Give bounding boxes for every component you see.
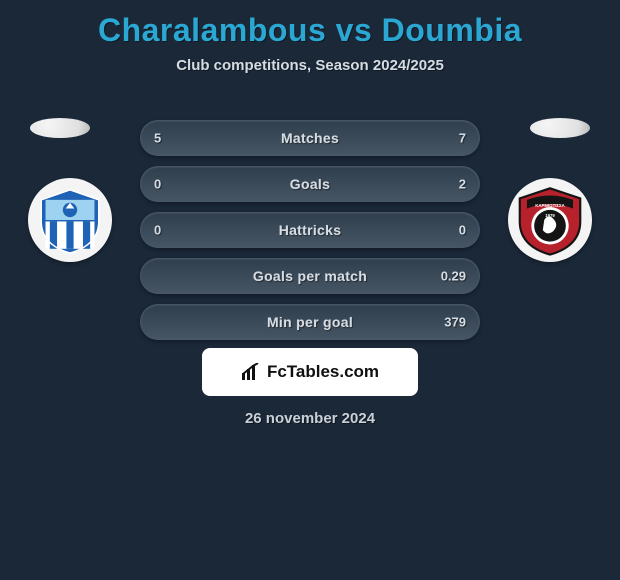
stat-right-value: 0: [459, 223, 466, 238]
fctables-logo-icon: [241, 363, 263, 381]
stat-row-goals: 0 Goals 2: [140, 166, 480, 202]
stat-row-matches: 5 Matches 7: [140, 120, 480, 156]
left-team-badge: [28, 178, 112, 262]
stat-row-hattricks: 0 Hattricks 0: [140, 212, 480, 248]
branding-box: FcTables.com: [202, 348, 418, 396]
left-country-flag: [30, 118, 90, 138]
page-title: Charalambous vs Doumbia: [0, 0, 620, 49]
date-text: 26 november 2024: [0, 410, 620, 427]
svg-text:1979: 1979: [545, 213, 555, 218]
stat-label: Min per goal: [267, 314, 353, 330]
stat-right-value: 379: [444, 315, 466, 330]
stat-label: Goals: [290, 176, 330, 192]
stat-label: Hattricks: [279, 222, 342, 238]
stats-container: 5 Matches 7 0 Goals 2 0 Hattricks 0 Goal…: [140, 120, 480, 350]
page-subtitle: Club competitions, Season 2024/2025: [0, 57, 620, 74]
karmiotissa-crest-icon: ΚΑΡΜΙΩΤΙΣΣΑ 1979: [514, 184, 586, 256]
stat-right-value: 7: [459, 131, 466, 146]
stat-left-value: 5: [154, 131, 161, 146]
stat-left-value: 0: [154, 223, 161, 238]
stat-row-min-per-goal: Min per goal 379: [140, 304, 480, 340]
anorthosis-crest-icon: [34, 184, 106, 256]
branding-text: FcTables.com: [267, 362, 379, 382]
stat-row-goals-per-match: Goals per match 0.29: [140, 258, 480, 294]
right-team-badge: ΚΑΡΜΙΩΤΙΣΣΑ 1979: [508, 178, 592, 262]
stat-right-value: 2: [459, 177, 466, 192]
stat-label: Matches: [281, 130, 339, 146]
stat-right-value: 0.29: [441, 269, 466, 284]
stat-label: Goals per match: [253, 268, 367, 284]
right-country-flag: [530, 118, 590, 138]
stat-left-value: 0: [154, 177, 161, 192]
